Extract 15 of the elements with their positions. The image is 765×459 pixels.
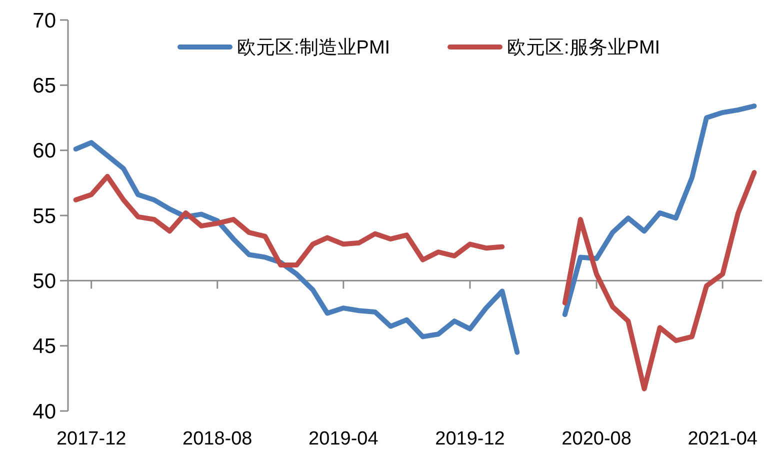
- x-tick-label: 2018-08: [182, 428, 252, 450]
- y-tick-label: 45: [32, 335, 56, 358]
- y-tick-label: 50: [32, 270, 56, 294]
- x-tick-label: 2017-12: [56, 428, 126, 450]
- y-tick-label: 70: [32, 9, 56, 32]
- x-tick-label: 2019-12: [435, 428, 505, 450]
- y-tick-label: 40: [32, 400, 56, 424]
- x-tick-label: 2021-04: [688, 428, 758, 450]
- y-tick-label: 65: [32, 74, 56, 98]
- legend-label: 欧元区:制造业PMI: [237, 38, 390, 59]
- x-tick-label: 2019-04: [308, 428, 379, 450]
- x-tick-label: 2020-08: [562, 428, 632, 450]
- y-tick-label: 60: [32, 140, 56, 163]
- legend-label: 欧元区:服务业PMI: [507, 38, 660, 59]
- y-tick-label: 55: [32, 204, 56, 228]
